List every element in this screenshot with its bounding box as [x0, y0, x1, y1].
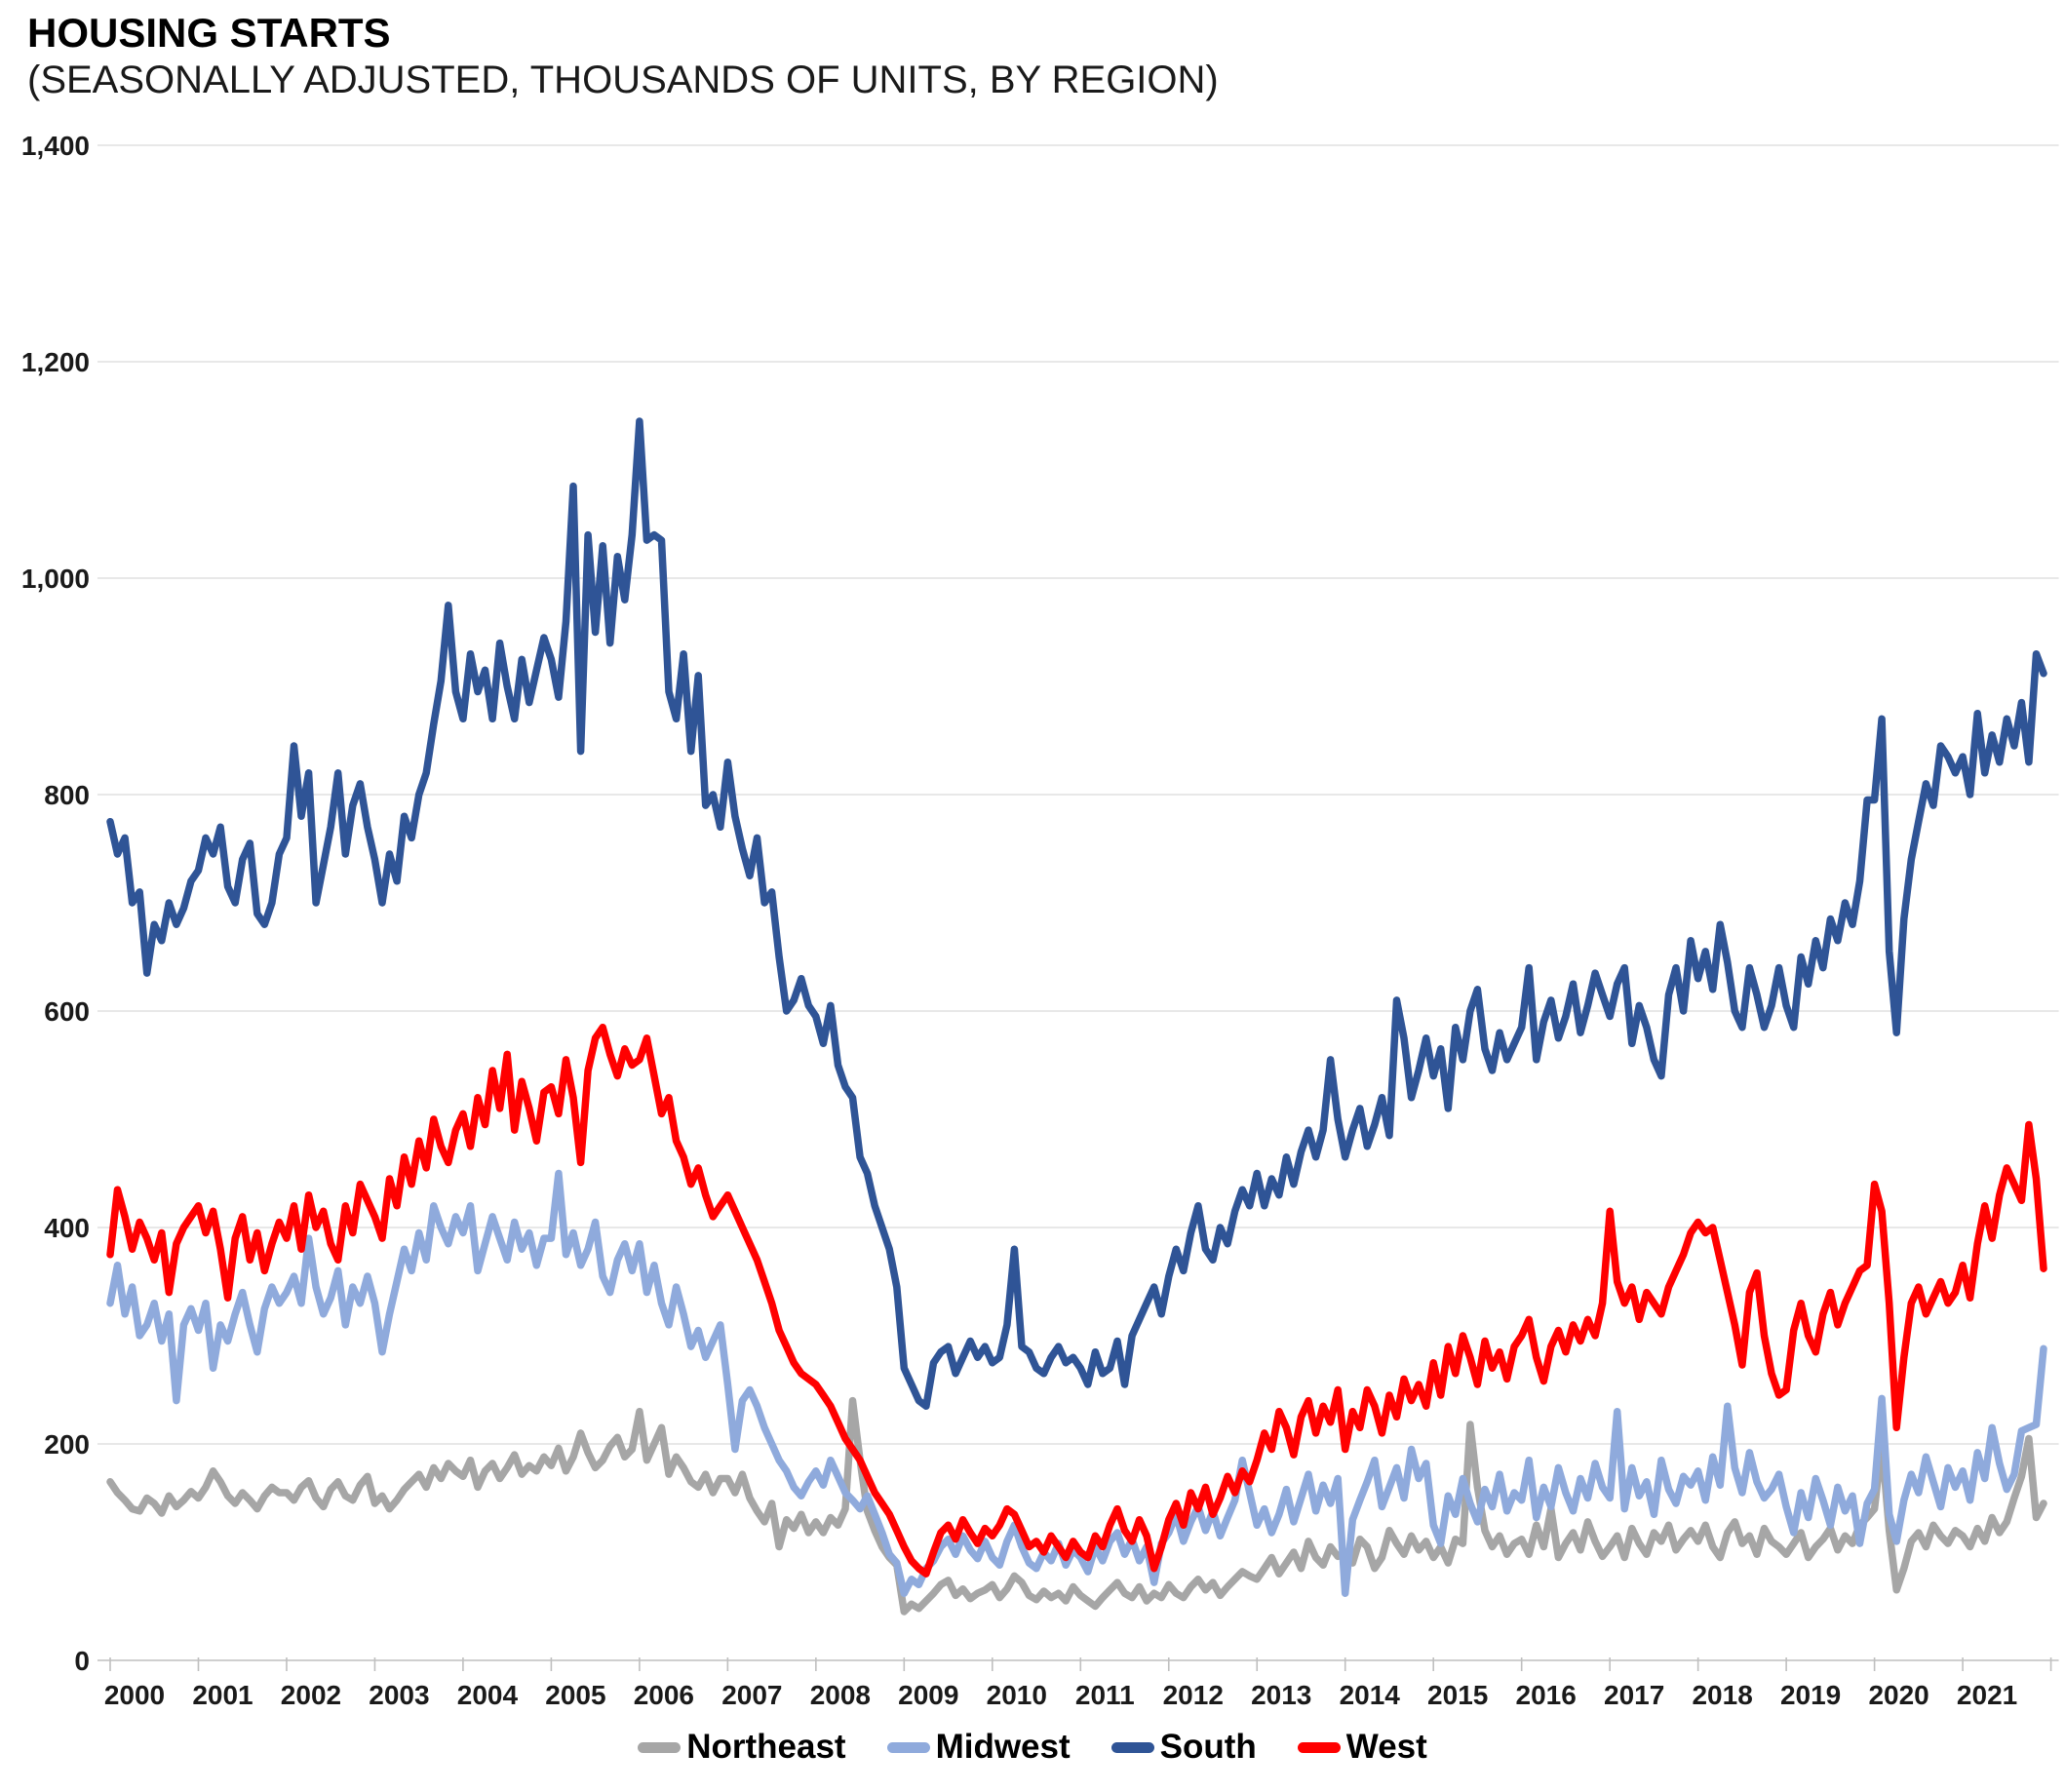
y-axis-tick-label: 0	[74, 1646, 90, 1676]
x-axis-tick-label: 2005	[545, 1680, 605, 1710]
x-axis-tick-label: 2010	[987, 1680, 1047, 1710]
legend-item-west: West	[1297, 1728, 1427, 1767]
chart-title: HOUSING STARTS	[27, 10, 391, 56]
x-axis-tick-label: 2002	[281, 1680, 341, 1710]
y-axis-tick-label: 1,000	[21, 564, 90, 594]
legend-swatch-northeast	[638, 1741, 682, 1753]
x-axis-tick-label: 2013	[1251, 1680, 1311, 1710]
x-axis-tick-label: 2007	[721, 1680, 782, 1710]
legend-swatch-midwest	[886, 1741, 930, 1753]
x-axis-tick-label: 2001	[192, 1680, 253, 1710]
series-line-west	[106, 1023, 2047, 1578]
y-axis-tick-label: 200	[44, 1429, 90, 1460]
series-line-northeast	[106, 1396, 2047, 1616]
legend-label-west: West	[1345, 1728, 1427, 1766]
y-axis-tick-label: 600	[44, 996, 90, 1027]
x-axis-tick-label: 2015	[1427, 1680, 1488, 1710]
x-axis-tick-label: 2017	[1604, 1680, 1664, 1710]
chart-subtitle: (SEASONALLY ADJUSTED, THOUSANDS OF UNITS…	[27, 58, 1219, 101]
chart-legend: Northeast Midwest South West	[0, 1728, 2065, 1767]
legend-label-midwest: Midwest	[935, 1728, 1071, 1766]
legend-item-northeast: Northeast	[638, 1728, 846, 1767]
y-axis-tick-label: 1,200	[21, 347, 90, 377]
y-axis-tick-label: 400	[44, 1213, 90, 1243]
x-axis-tick-label: 2008	[810, 1680, 871, 1710]
x-axis-tick-label: 2011	[1075, 1680, 1135, 1710]
legend-label-northeast: Northeast	[686, 1728, 846, 1766]
legend-item-midwest: Midwest	[886, 1728, 1071, 1767]
x-axis-tick-label: 2012	[1163, 1680, 1224, 1710]
x-axis-tick-label: 2018	[1692, 1680, 1752, 1710]
series-line-south	[106, 417, 2047, 1410]
y-axis-tick-label: 1,400	[21, 131, 90, 161]
legend-label-south: South	[1159, 1728, 1257, 1766]
x-axis-tick-label: 2019	[1780, 1680, 1841, 1710]
x-axis-tick-label: 2006	[634, 1680, 694, 1710]
y-axis-tick-label: 800	[44, 780, 90, 810]
x-axis-tick-label: 2004	[457, 1680, 519, 1710]
x-axis-tick-label: 2009	[898, 1680, 958, 1710]
legend-swatch-west	[1297, 1741, 1341, 1753]
legend-swatch-south	[1110, 1741, 1154, 1753]
x-axis-tick-label: 2021	[1957, 1680, 2017, 1710]
x-axis-tick-label: 2020	[1868, 1680, 1929, 1710]
legend-item-south: South	[1110, 1728, 1257, 1767]
x-axis-tick-label: 2003	[369, 1680, 429, 1710]
x-axis-tick-label: 2000	[104, 1680, 165, 1710]
series-line-midwest	[106, 1169, 2047, 1597]
x-axis-tick-label: 2016	[1516, 1680, 1577, 1710]
x-axis-tick-label: 2014	[1340, 1680, 1401, 1710]
